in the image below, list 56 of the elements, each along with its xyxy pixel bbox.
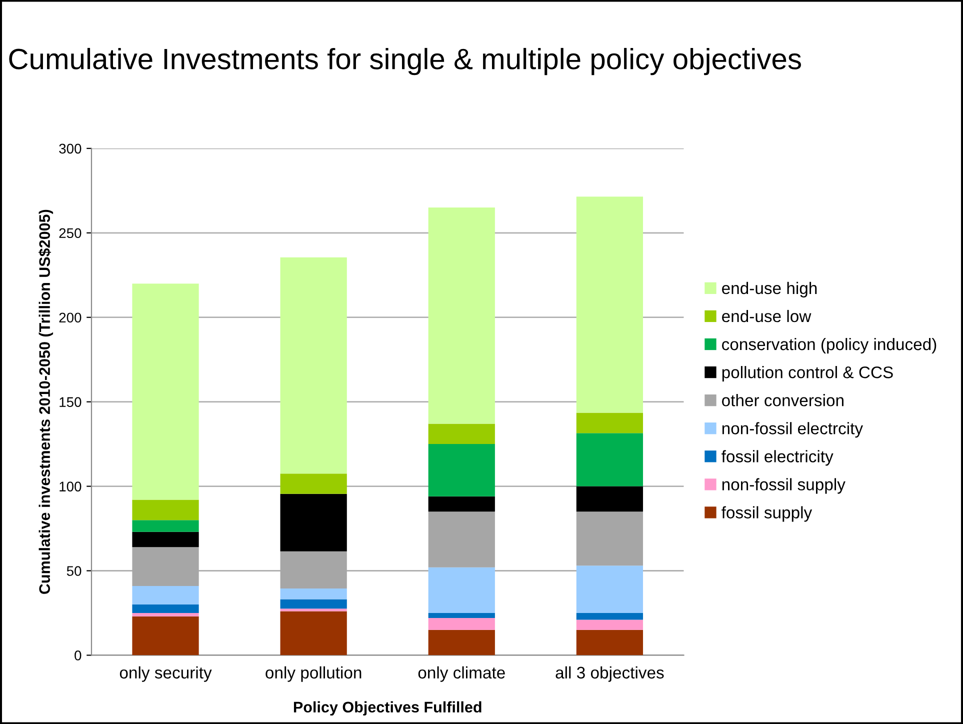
y-tick-label: 0 (74, 650, 82, 660)
y-tick-label: 50 (66, 566, 82, 576)
bar (132, 604, 199, 613)
bar (576, 196, 644, 413)
bar (280, 474, 347, 494)
y-tick-label: 100 (60, 482, 82, 492)
legend-label: end-use high (722, 282, 817, 298)
bar (132, 284, 199, 500)
bar (576, 612, 644, 620)
legend-label: fossil supply (722, 506, 812, 522)
chart-title: Cumulative Investments for single & multiple policy objectives (9, 48, 801, 76)
y-axis-title: Cumulative investments 2010-2050 (Trillion US$2005) (38, 210, 54, 594)
x-tick-label: only climate (418, 666, 505, 682)
bar (428, 208, 495, 424)
x-tick-label: only security (120, 666, 212, 682)
bar (428, 424, 495, 444)
bar (280, 494, 347, 552)
bar (428, 630, 495, 656)
bar (576, 512, 644, 566)
bar (132, 612, 199, 616)
bar (428, 567, 495, 613)
x-axis-title: Policy Objectives Fulfilled (294, 701, 482, 716)
bar (576, 566, 644, 613)
legend-label: other conversion (722, 394, 844, 406)
bar (280, 588, 347, 600)
bar (132, 520, 199, 532)
bar (132, 532, 199, 548)
bar (280, 599, 347, 609)
legend-label: non-fossil electrcity (722, 422, 864, 438)
bar (576, 620, 644, 630)
bar (280, 608, 347, 612)
y-tick-label: 250 (59, 228, 82, 238)
bar (132, 616, 199, 656)
legend-label: end-use low (722, 310, 812, 322)
y-tick-label: 200 (59, 312, 82, 323)
bar (428, 618, 495, 630)
bar (280, 611, 347, 656)
legend-label: pollution control & CCS (722, 366, 893, 382)
legend-label: non-fossil supply (722, 478, 846, 494)
bar (428, 444, 495, 496)
bar (132, 500, 199, 520)
x-tick-label: all 3 objectives (556, 666, 664, 682)
y-tick-label: 150 (60, 397, 82, 407)
bar (428, 496, 495, 512)
bar (280, 257, 347, 474)
bar (576, 630, 644, 656)
bar (428, 612, 495, 618)
bar (428, 512, 495, 568)
bar (576, 486, 644, 512)
legend-label: conservation (policy induced) (722, 338, 936, 354)
legend-label: fossil electricity (722, 450, 834, 466)
y-tick-label: 300 (59, 144, 82, 154)
bar (576, 412, 644, 434)
x-tick-label: only pollution (266, 666, 362, 682)
bar (576, 433, 644, 486)
bar (132, 586, 199, 605)
